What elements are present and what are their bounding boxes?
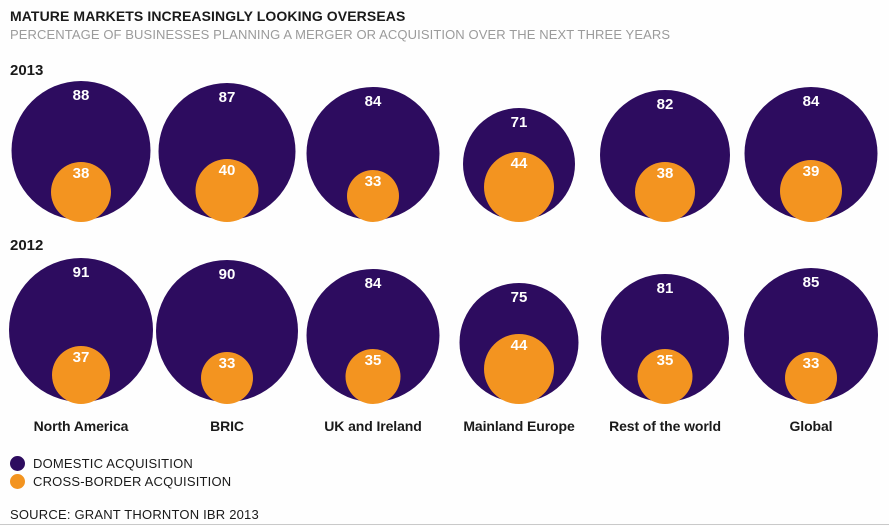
legend: DOMESTIC ACQUISITION CROSS-BORDER ACQUISI…: [10, 454, 889, 490]
domestic-value: 85: [802, 274, 820, 291]
bubble-cell: 71 44: [446, 81, 592, 222]
cross-border-value: 38: [72, 165, 90, 182]
cross-border-bubble: 40: [195, 159, 259, 222]
cross-border-value: 44: [510, 155, 528, 172]
source-note: SOURCE: GRANT THORNTON IBR 2013: [10, 507, 259, 522]
cross-border-value: 37: [72, 349, 90, 366]
bubble-cell: 91 37: [8, 258, 154, 404]
cross-border-value: 35: [364, 352, 382, 369]
cross-border-bubble: 38: [51, 162, 111, 222]
bubble-cell: 85 33: [738, 258, 884, 404]
bubble-cell: 84 33: [300, 81, 446, 222]
category-labels-row: North America BRIC UK and Ireland Mainland …: [0, 418, 889, 434]
cross-border-bubble: 33: [785, 352, 837, 404]
category-label: Rest of the world: [609, 418, 721, 434]
cross-border-bubble: 35: [345, 349, 401, 404]
bubble-cell: 84 39: [738, 81, 884, 222]
cross-border-value: 33: [364, 173, 382, 190]
cross-border-value: 44: [510, 337, 528, 354]
page-subtitle: PERCENTAGE OF BUSINESSES PLANNING A MERG…: [10, 27, 671, 42]
bubble-chart: 2013 88 38 87 40 84 33 71 44 82 38 84 39 2012 91 37 90 33…: [0, 62, 889, 404]
domestic-value: 84: [364, 93, 382, 110]
bottom-divider: [0, 524, 889, 525]
year-label: 2013: [10, 62, 44, 79]
bubble-cell: 90 33: [154, 258, 300, 404]
legend-label: CROSS-BORDER ACQUISITION: [33, 473, 232, 489]
domestic-value: 71: [510, 114, 528, 131]
category-label: Mainland Europe: [463, 418, 575, 434]
bubble-cell: 82 38: [592, 81, 738, 222]
category-label: North America: [33, 418, 129, 434]
domestic-legend-dot-icon: [10, 455, 25, 471]
cross-border-bubble: 33: [347, 170, 399, 222]
domestic-value: 84: [802, 93, 820, 110]
legend-item: CROSS-BORDER ACQUISITION: [10, 472, 889, 490]
bubble-row: 88 38 87 40 84 33 71 44 82 38 84 39: [0, 81, 889, 222]
page-title: MATURE MARKETS INCREASINGLY LOOKING OVER…: [10, 8, 406, 24]
bubble-cell: 81 35: [592, 258, 738, 404]
domestic-value: 91: [72, 264, 90, 281]
bubble-cell: 84 35: [300, 258, 446, 404]
bubble-cell: 87 40: [154, 81, 300, 222]
cross-border-value: 40: [218, 162, 236, 179]
domestic-value: 84: [364, 275, 382, 292]
cross-border-bubble: 44: [484, 152, 554, 222]
category-label: BRIC: [210, 418, 244, 434]
domestic-value: 82: [656, 96, 674, 113]
cross-border-value: 35: [656, 352, 674, 369]
domestic-value: 75: [510, 289, 528, 306]
domestic-value: 81: [656, 280, 674, 297]
legend-label: DOMESTIC ACQUISITION: [33, 455, 194, 471]
cross-border-bubble: 37: [52, 346, 110, 404]
cross-border-bubble: 39: [780, 160, 842, 222]
category-label: Global: [789, 418, 833, 434]
cross-border-value: 33: [218, 355, 236, 372]
bubble-row: 91 37 90 33 84 35 75 44 81 35 85 33: [0, 258, 889, 404]
cross-border-value: 33: [802, 355, 820, 372]
bubble-cell: 75 44: [446, 258, 592, 404]
cross-border-bubble: 44: [484, 334, 554, 404]
cross-border-bubble: 38: [635, 162, 695, 222]
cross-border-value: 38: [656, 165, 674, 182]
domestic-value: 88: [72, 87, 90, 104]
domestic-value: 90: [218, 266, 236, 283]
domestic-value: 87: [218, 89, 236, 106]
cross-border-legend-dot-icon: [10, 473, 25, 489]
legend-item: DOMESTIC ACQUISITION: [10, 454, 889, 472]
cross-border-bubble: 33: [201, 352, 253, 404]
bubble-cell: 88 38: [8, 81, 154, 222]
cross-border-bubble: 35: [637, 349, 693, 404]
cross-border-value: 39: [802, 163, 820, 180]
category-label: UK and Ireland: [324, 418, 422, 434]
year-label: 2012: [10, 237, 44, 254]
